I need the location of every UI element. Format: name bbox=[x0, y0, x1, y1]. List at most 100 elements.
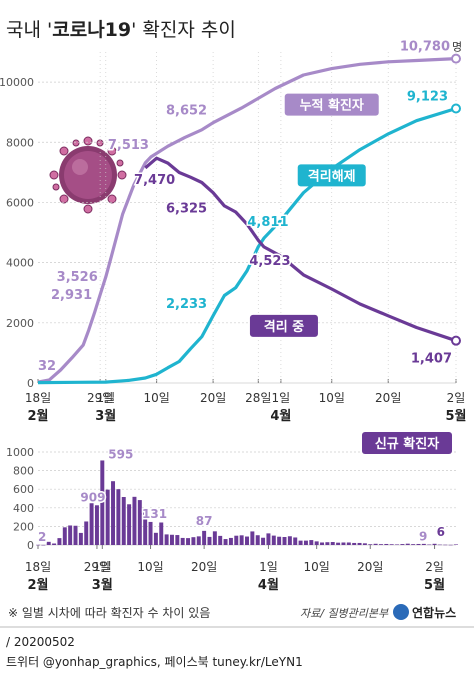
daily-bar bbox=[57, 538, 62, 545]
chart-title: 국내 '코로나19' 확진자 추이 bbox=[6, 19, 236, 41]
daily-bar bbox=[105, 489, 110, 545]
bar-x-month-label: 4월 bbox=[258, 577, 279, 593]
daily-bar bbox=[191, 537, 196, 545]
daily-bar bbox=[320, 542, 325, 545]
daily-bar bbox=[164, 534, 169, 545]
bar-y-tick-label: 0 bbox=[27, 539, 34, 552]
y-tick-label: 4000 bbox=[6, 257, 34, 270]
bar-x-tick-label: 20일 bbox=[191, 560, 217, 574]
x-month-label: 4월 bbox=[270, 408, 291, 424]
legend-box bbox=[284, 93, 379, 116]
daily-bar bbox=[250, 531, 255, 545]
daily-bar bbox=[100, 460, 105, 545]
daily-bar bbox=[73, 525, 78, 545]
daily-bar bbox=[212, 531, 217, 545]
daily-bar bbox=[341, 542, 346, 545]
legend-label: 누적 확진자 bbox=[300, 98, 364, 114]
daily-bar bbox=[94, 505, 99, 545]
yonhap-logo-icon bbox=[393, 604, 409, 620]
bar-title-text: 신규 확진자 bbox=[375, 436, 439, 452]
data-label: 32 bbox=[38, 359, 56, 374]
x-month-label: 3월 bbox=[95, 408, 116, 424]
daily-bar bbox=[395, 544, 400, 545]
bar-y-tick-label: 1000 bbox=[6, 446, 34, 459]
daily-bar bbox=[255, 535, 260, 545]
daily-bar bbox=[121, 497, 126, 545]
daily-bar bbox=[454, 544, 458, 545]
daily-bar bbox=[84, 521, 89, 545]
bar-x-month-label: 5월 bbox=[424, 577, 445, 593]
bar-chart-y-axis: 0 200 400 600 800 1000 bbox=[6, 446, 34, 552]
bar-data-label: 131 bbox=[142, 507, 167, 521]
daily-bar bbox=[271, 535, 276, 545]
data-label: 2,931 bbox=[51, 288, 92, 303]
footer-sns: 트위터 @yonhap_graphics, 페이스북 tuney.kr/LeYN… bbox=[6, 655, 303, 669]
daily-bar bbox=[239, 535, 244, 545]
legend-label: 격리 중 bbox=[264, 319, 304, 335]
daily-bar bbox=[68, 525, 73, 545]
series-line bbox=[37, 57, 457, 384]
daily-bar bbox=[293, 537, 298, 545]
daily-bar bbox=[330, 542, 335, 545]
daily-bar bbox=[196, 536, 201, 545]
daily-bar bbox=[266, 533, 271, 545]
bar-x-tick-label: 2일 bbox=[425, 560, 444, 574]
daily-bar bbox=[202, 530, 207, 545]
yonhap-logo: 연합뉴스 bbox=[393, 604, 456, 620]
bar-data-label: 2 bbox=[38, 530, 46, 544]
bar-x-tick-label: 29일 bbox=[84, 560, 110, 574]
y-tick-label: 6000 bbox=[6, 196, 34, 209]
daily-bar bbox=[314, 541, 319, 545]
x-tick-label: 29일 bbox=[87, 391, 113, 405]
daily-bar bbox=[416, 543, 421, 545]
data-label: 4,523 bbox=[249, 254, 290, 269]
unit-label: 명 bbox=[452, 41, 462, 54]
daily-bar bbox=[127, 504, 132, 545]
daily-bar bbox=[62, 527, 67, 545]
yonhap-logo-text: 연합뉴스 bbox=[412, 605, 456, 620]
bar-y-tick-label: 400 bbox=[13, 502, 34, 515]
bar-y-tick-label: 200 bbox=[13, 520, 34, 533]
bar-title-box bbox=[362, 432, 452, 454]
series-line bbox=[144, 156, 457, 343]
daily-bar bbox=[223, 539, 228, 545]
bar-x-month-label: 2월 bbox=[27, 577, 48, 593]
daily-bar bbox=[116, 489, 121, 545]
daily-bar bbox=[159, 522, 164, 545]
bar-data-label: 595 bbox=[108, 447, 133, 461]
daily-bar bbox=[309, 540, 314, 545]
bar-chart-title-box: 신규 확진자 bbox=[362, 432, 452, 454]
bar-chart-annotations: 2 909 595 131 87 9 6 bbox=[37, 446, 447, 545]
x-tick-label: 10일 bbox=[143, 391, 169, 405]
footer-source: 자료/ 질병관리본부 bbox=[300, 607, 389, 620]
x-tick-label: 28일 bbox=[245, 391, 271, 405]
title-prefix: 국내 ' bbox=[6, 19, 52, 41]
series-end-marker bbox=[451, 335, 461, 346]
daily-bar bbox=[148, 521, 153, 545]
daily-bar bbox=[303, 540, 308, 545]
x-tick-label: 2일 bbox=[447, 391, 466, 405]
daily-bar bbox=[368, 544, 373, 545]
daily-bar bbox=[389, 544, 394, 545]
x-tick-label: 20일 bbox=[200, 391, 226, 405]
daily-bar bbox=[169, 534, 174, 545]
x-month-label: 2월 bbox=[27, 408, 48, 424]
daily-bar bbox=[111, 481, 116, 545]
bar-chart bbox=[36, 460, 458, 546]
daily-bar bbox=[378, 544, 383, 545]
data-label: 9,123 bbox=[407, 89, 448, 104]
daily-bar bbox=[218, 535, 223, 545]
bar-x-tick-label: 1일 bbox=[93, 560, 112, 574]
daily-bar bbox=[427, 544, 432, 546]
daily-bar bbox=[352, 542, 357, 545]
legend-box bbox=[249, 314, 318, 337]
data-label: 4,811 bbox=[247, 215, 288, 230]
daily-bar bbox=[36, 544, 40, 546]
x-tick-label: 1일 bbox=[96, 391, 115, 405]
x-tick-label: 18일 bbox=[25, 391, 51, 405]
footer-date: / 20200502 bbox=[6, 635, 75, 649]
y-tick-label: 2000 bbox=[6, 317, 34, 330]
